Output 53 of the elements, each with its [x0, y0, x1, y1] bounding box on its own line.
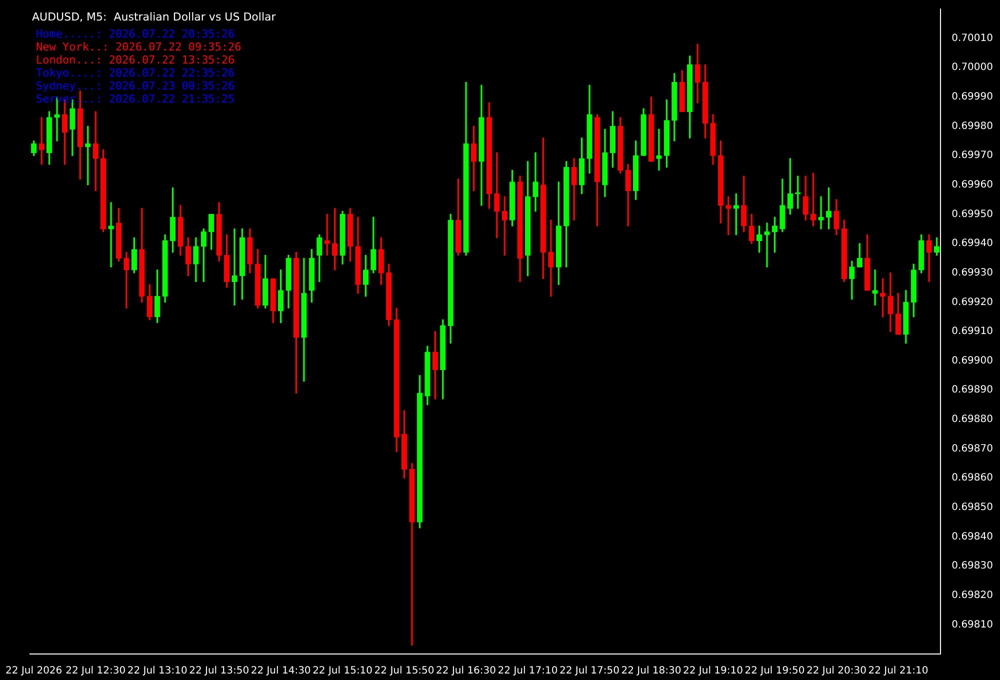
x-tick-label: 22 Jul 21:10 [868, 666, 928, 677]
x-tick-label: 22 Jul 19:50 [744, 666, 805, 677]
y-tick-label: 0.69930 [952, 267, 994, 278]
y-tick-label: 0.69880 [952, 414, 994, 426]
x-tick-label: 22 Jul 13:10 [127, 666, 188, 677]
x-tick-label: 22 Jul 19:10 [683, 666, 743, 677]
annotation: New York..: 2026.07.22 09:35:26 [36, 40, 242, 54]
candlestick [818, 196, 824, 230]
candlestick [232, 228, 238, 306]
y-tick-label: 0.69820 [952, 590, 994, 601]
annotation: London...: 2026.07.22 13:35:26 [36, 53, 235, 66]
y-tick-label: 0.69990 [952, 92, 994, 103]
candlestick [764, 222, 770, 268]
x-tick-label: 22 Jul 13:50 [189, 666, 250, 677]
annotation: Tokyo....: 2026.07.22 22:35:26 [36, 66, 235, 80]
x-tick-label: 22 Jul 14:30 [250, 666, 311, 677]
x-tick-label: 22 Jul 17:50 [560, 666, 620, 677]
candlestick [726, 196, 732, 236]
y-tick-label: 0.69830 [952, 560, 994, 572]
y-tick-label: 0.69900 [952, 355, 994, 366]
y-tick-label: 0.69860 [952, 472, 994, 484]
candlestick [548, 220, 554, 297]
y-tick-label: 0.69910 [952, 326, 994, 338]
candlestick [108, 202, 114, 268]
y-tick-label: 0.69960 [952, 180, 994, 191]
x-tick-label: 22 Jul 15:10 [312, 666, 373, 677]
candlestick [38, 117, 44, 165]
y-tick-label: 0.69970 [952, 150, 994, 162]
x-tick-label: 22 Jul 12:30 [66, 666, 126, 677]
annotation: Home.....: 2026.07.22 20:35:26 [36, 27, 235, 40]
candlestick [926, 234, 932, 282]
y-tick-label: 0.69920 [952, 296, 994, 308]
x-tick-label: 22 Jul 18:30 [621, 666, 682, 677]
x-tick-label: 22 Jul 16:30 [436, 666, 496, 677]
candlestick [656, 128, 662, 171]
x-tick-label: 22 Jul 15:50 [374, 666, 434, 677]
candlestick [124, 252, 130, 308]
y-tick-label: 0.69840 [952, 531, 994, 542]
annotation: Sydney...: 2026.07.23 00:35:26 [36, 79, 235, 92]
y-tick-label: 0.69870 [952, 443, 994, 454]
y-tick-label: 0.70000 [952, 62, 994, 74]
x-tick-label: 22 Jul 17:10 [498, 666, 558, 677]
y-tick-label: 0.69980 [952, 120, 994, 132]
x-tick-label: 22 Jul 2026 [6, 666, 62, 677]
chart-title: AUDUSD, M5: Australian Dollar vs US Dollar [32, 10, 276, 24]
x-tick-label: 22 Jul 20:30 [806, 666, 866, 677]
y-tick-label: 0.69890 [952, 384, 994, 396]
y-tick-label: 0.69940 [952, 238, 994, 250]
y-tick-label: 0.70010 [952, 32, 994, 44]
y-tick-label: 0.69810 [952, 619, 994, 630]
y-tick-label: 0.69850 [952, 502, 994, 514]
candlestick [872, 270, 878, 306]
y-tick-label: 0.69950 [952, 208, 994, 220]
